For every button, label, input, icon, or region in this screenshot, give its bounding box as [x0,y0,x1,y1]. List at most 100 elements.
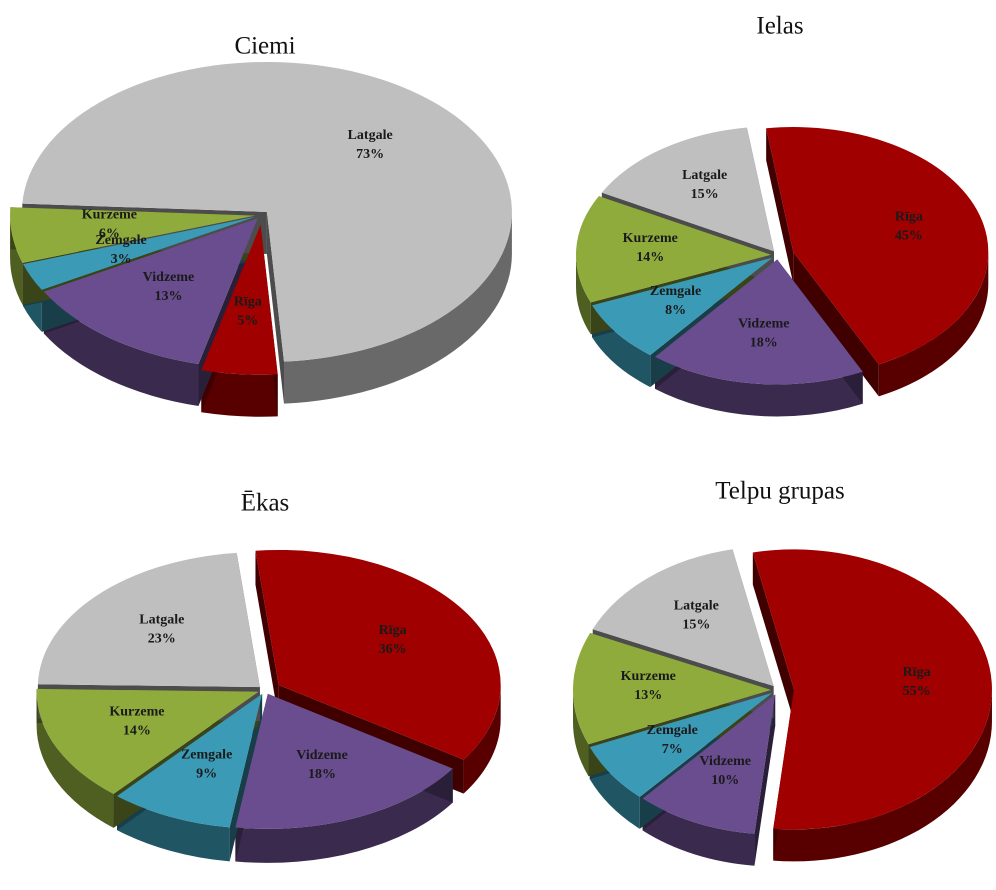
slice-label: Kurzeme 14% [109,705,164,739]
slice-wall [10,215,23,305]
value-label: 10% [711,773,739,788]
pie-chart: Telpu grupas Rīga 55% Vidzeme 10% Zemgale 7% Ku… [573,478,992,866]
category-label: Vidzeme [738,316,790,331]
category-label: Vidzeme [143,270,195,285]
chart-title: Ielas [756,13,803,40]
value-label: 73% [356,147,384,162]
category-label: Kurzeme [623,231,678,246]
slice [766,127,989,365]
slice-wall [117,796,230,862]
slice-label: Kurzeme 14% [623,231,678,265]
slice-label: Vidzeme 18% [738,316,790,350]
slice [235,693,453,829]
value-label: 6% [99,226,120,241]
slice-wall [463,684,501,794]
category-label: Latgale [674,599,719,614]
value-label: 3% [111,252,132,267]
slice-wall [43,291,199,406]
slice-label: Zemgale 7% [647,723,698,757]
slice-side [766,128,794,285]
value-label: 15% [682,618,710,633]
slice [573,633,772,745]
category-label: Rīga [895,209,923,224]
slice-label: Rīga 5% [234,294,262,328]
slice-wall [773,689,992,862]
pie-chart: Ielas Rīga 45% Vidzeme 18% Zemgale 8% Kurzeme 14… [576,13,989,417]
slice-side [266,211,285,404]
value-label: 45% [895,228,923,243]
chart-title: Telpu grupas [715,478,844,505]
slice-side [752,552,794,722]
slice-label: Kurzeme 6% [82,207,137,241]
slice [752,549,992,830]
slice-tops [36,549,501,829]
slice [117,693,263,828]
slice-tops [10,61,512,375]
slice-label: Zemgale 8% [650,284,701,318]
slice-wall [36,691,114,828]
category-label: Kurzeme [82,207,137,222]
category-label: Latgale [139,612,184,627]
slice [601,127,774,252]
slice-label: Kurzeme 13% [621,669,676,703]
pie-chart: Ciemi Rīga 5% Vidzeme 13% Zemgale 3% Kurzeme 6% L… [10,33,512,417]
value-label: 23% [148,631,176,646]
category-label: Vidzeme [699,754,751,769]
slice-tops [576,127,989,385]
value-label: 18% [750,335,778,350]
slice-label: Rīga 36% [379,623,407,657]
slice-tops [573,549,992,834]
slice-wall [235,768,453,863]
slice-label: Vidzeme 10% [699,754,751,788]
slice-label: Rīga 45% [895,209,923,243]
value-label: 5% [237,313,258,328]
slice-side [793,252,879,397]
category-label: Kurzeme [621,669,676,684]
slice [23,216,256,290]
slice-label: Latgale 15% [682,168,727,202]
value-label: 13% [154,289,182,304]
value-label: 15% [691,187,719,202]
slice-label: Zemgale 3% [95,233,146,267]
slice [576,196,772,303]
slice [592,257,773,356]
slice-label: Latgale 73% [348,128,393,162]
value-label: 18% [308,767,336,782]
slice [655,259,863,385]
value-label: 8% [665,303,686,318]
slice-label: Latgale 15% [674,599,719,633]
value-label: 7% [662,742,683,757]
chart-title: Ciemi [234,33,295,60]
slice-label: Latgale 23% [139,612,184,646]
slice-wall [642,798,755,866]
slice [43,218,258,364]
category-label: Zemgale [647,723,698,738]
slice-label: Rīga 55% [903,665,931,699]
slice-label: Vidzeme 13% [143,270,195,304]
category-label: Latgale [682,168,727,183]
slice-wall [878,252,989,397]
category-label: Vidzeme [296,748,348,763]
slice-wall [576,254,591,335]
slice [201,224,278,375]
pie-chart: Ēkas Rīga 36% Vidzeme 18% Zemgale 9% Kurzeme 14%… [36,490,501,863]
value-label: 55% [903,684,931,699]
slice [255,549,501,760]
slice [589,692,773,797]
slice-wall [201,370,278,417]
value-label: 14% [123,724,151,739]
slice [10,207,256,263]
value-label: 9% [196,767,217,782]
slice-wall [655,356,863,417]
slice [642,694,776,834]
category-label: Rīga [379,623,407,638]
category-label: Kurzeme [109,705,164,720]
category-label: Rīga [903,665,931,680]
category-label: Zemgale [650,284,701,299]
slice-label: Zemgale 9% [181,748,232,782]
slice-wall [573,689,589,777]
slice [36,688,259,794]
slice [37,552,260,688]
category-label: Rīga [234,294,262,309]
